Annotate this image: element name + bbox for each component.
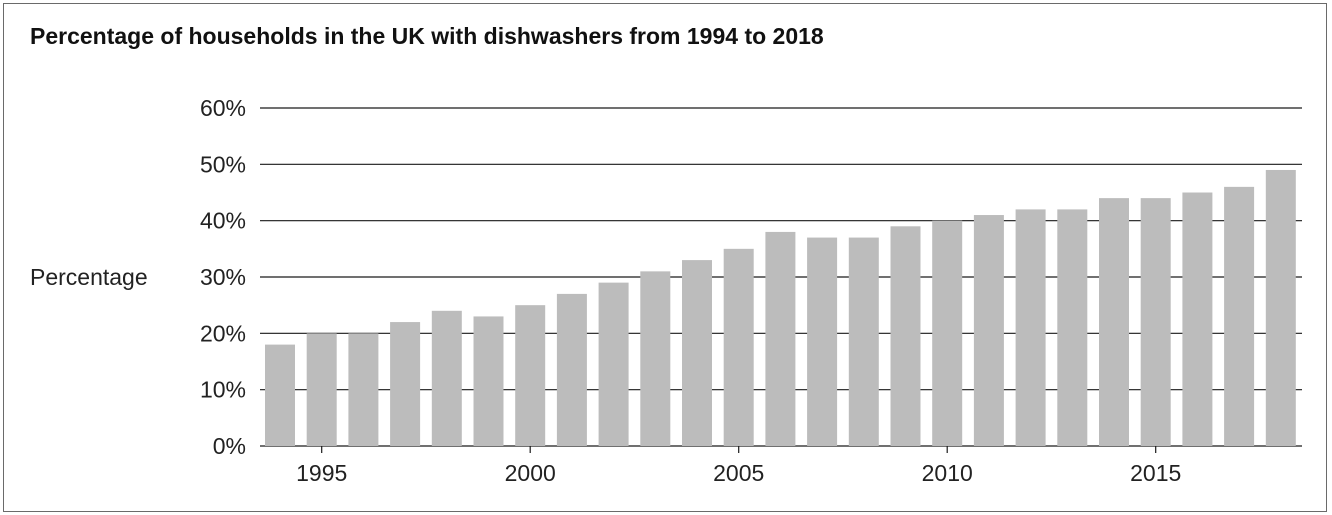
- bar-2017: [1224, 186, 1255, 446]
- x-axis-ticks: 1995 2000 2005 2010 2015: [296, 446, 1181, 486]
- x-tick-label: 2000: [505, 460, 556, 486]
- bar-2004: [682, 260, 712, 446]
- bar-2001: [556, 293, 587, 446]
- y-tick-label: 50%: [200, 151, 246, 177]
- bar-1996: [348, 333, 379, 446]
- bar-2006: [765, 231, 796, 446]
- bar-2014: [1099, 198, 1129, 446]
- bar-2009: [890, 226, 921, 446]
- y-tick-label: 20%: [200, 320, 246, 346]
- y-axis-label: Percentage: [30, 264, 148, 290]
- bar-2005: [723, 248, 754, 446]
- y-tick-label: 60%: [200, 95, 246, 121]
- y-tick-label: 40%: [200, 208, 246, 234]
- bar-1995: [306, 333, 337, 446]
- bar-1998: [431, 310, 462, 446]
- x-tick-label: 1995: [296, 460, 347, 486]
- y-axis-ticks: 0% 10% 20% 30% 40% 50% 60%: [200, 95, 246, 459]
- y-tick-label: 0%: [213, 433, 246, 459]
- bar-1994: [265, 344, 295, 446]
- bar-2012: [1015, 209, 1046, 446]
- bar-2015: [1140, 198, 1171, 446]
- bar-2011: [973, 215, 1004, 446]
- bar-2018: [1265, 169, 1296, 446]
- bar-2000: [515, 305, 546, 446]
- bar-2003: [640, 271, 671, 446]
- bar-1999: [473, 316, 504, 446]
- bar-2008: [848, 237, 879, 446]
- bar-2007: [807, 237, 838, 446]
- chart-title: Percentage of households in the UK with …: [30, 23, 824, 49]
- x-tick-label: 2015: [1130, 460, 1181, 486]
- y-tick-label: 10%: [200, 377, 246, 403]
- bar-2016: [1182, 192, 1213, 446]
- bar-2013: [1057, 209, 1088, 446]
- bar-2002: [598, 282, 629, 446]
- bar-2010: [932, 220, 963, 446]
- x-tick-label: 2005: [713, 460, 764, 486]
- bars: [265, 169, 1296, 446]
- bar-1997: [390, 322, 421, 446]
- y-tick-label: 30%: [200, 264, 246, 290]
- x-tick-label: 2010: [922, 460, 973, 486]
